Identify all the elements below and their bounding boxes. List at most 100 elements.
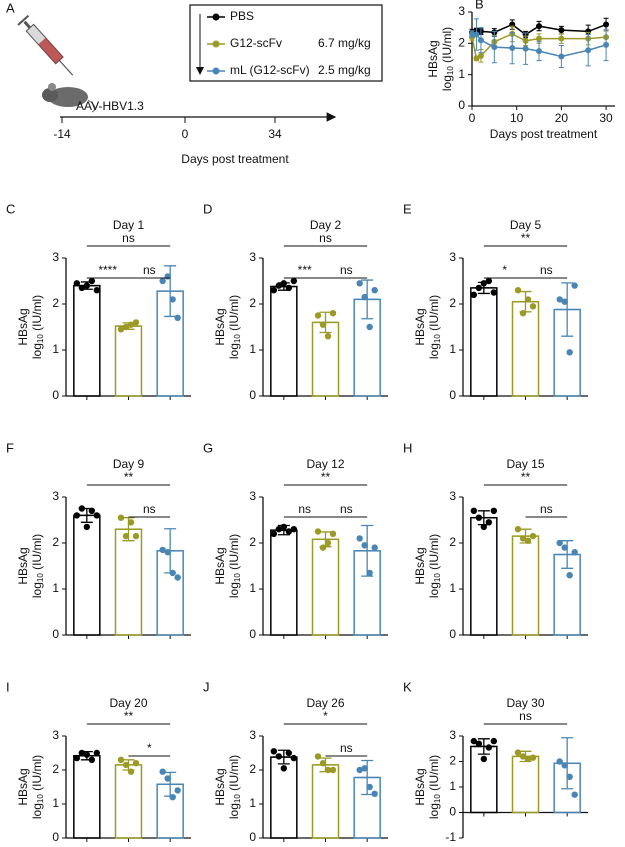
point — [164, 273, 171, 280]
point — [536, 48, 543, 55]
unit-part: (IU/ml) — [440, 27, 454, 66]
unit-part: (IU/ml) — [427, 295, 441, 334]
error-bar — [356, 279, 379, 320]
point — [561, 298, 568, 305]
point — [329, 530, 337, 537]
y-axis-unit: log10 (IU/ml) — [227, 295, 242, 359]
significance-label: *** — [298, 263, 312, 277]
unit-part: (IU/ml) — [427, 534, 441, 573]
y-tick-label: 0 — [52, 830, 59, 844]
point — [93, 512, 101, 519]
y-axis-label: HBsAg — [16, 308, 30, 345]
y-axis-label: HBsAg — [413, 547, 427, 584]
unit-part: log — [30, 803, 44, 819]
point — [366, 569, 373, 577]
point — [469, 30, 475, 37]
point — [280, 280, 288, 287]
point — [529, 303, 537, 310]
panel-label: A — [6, 0, 15, 15]
y-tick-label: 0 — [249, 627, 256, 641]
point — [561, 762, 568, 769]
bar — [270, 285, 298, 397]
point — [270, 530, 278, 537]
y-axis-unit: log10 (IU/ml) — [30, 295, 45, 359]
point — [470, 737, 478, 745]
point — [290, 754, 298, 762]
point — [159, 768, 166, 775]
point — [371, 790, 378, 797]
y-tick-label: 1 — [249, 342, 256, 356]
line — [471, 33, 607, 58]
point — [361, 765, 368, 772]
point — [132, 319, 140, 326]
y-tick-label: 1 — [52, 581, 59, 595]
y-axis-unit: log10 (IU/ml) — [227, 534, 242, 598]
point — [164, 549, 171, 556]
point — [477, 52, 484, 59]
bar — [470, 516, 498, 636]
y-tick-label: 3 — [449, 728, 456, 742]
point — [78, 284, 86, 292]
unit-part: (IU/ml) — [30, 295, 44, 334]
significance-label: ** — [321, 470, 331, 484]
significance-label: ns — [340, 741, 353, 755]
unit-part: log — [227, 803, 241, 819]
construct-label: AAV-HBV1.3 — [76, 99, 144, 113]
unit-part: log — [440, 75, 454, 91]
point — [280, 523, 288, 531]
unit-subscript: 10 — [433, 573, 442, 582]
y-axis-unit: log10 (IU/ml) — [427, 534, 442, 598]
point — [490, 737, 498, 745]
point — [132, 760, 140, 767]
significance-label: ns — [298, 502, 311, 516]
point — [275, 526, 283, 533]
point — [83, 523, 91, 531]
point — [169, 296, 176, 303]
y-tick-label: 1 — [249, 796, 256, 810]
point — [491, 44, 498, 51]
point — [122, 323, 130, 331]
bar — [114, 325, 143, 397]
point — [73, 280, 81, 287]
error-bar — [159, 265, 182, 318]
y-tick-label: 3 — [52, 728, 59, 742]
point — [329, 766, 337, 774]
unit-part: log — [30, 343, 44, 359]
y-tick-label: 0 — [449, 627, 456, 641]
point — [475, 740, 483, 747]
y-tick-label: 0 — [52, 627, 59, 641]
error-bar — [314, 531, 337, 548]
point — [159, 546, 166, 554]
error-bar — [117, 517, 140, 542]
timeline-tick-label: -14 — [53, 127, 71, 141]
point — [566, 773, 573, 780]
x-tick-label: 10 — [510, 111, 524, 125]
point — [83, 751, 91, 758]
y-tick-label: 1 — [458, 67, 465, 81]
point — [117, 756, 125, 763]
point — [270, 748, 278, 755]
point — [290, 526, 298, 533]
y-tick-label: 0 — [458, 98, 465, 112]
chart-title: Day 2 — [310, 218, 342, 232]
timeline-label: Days post treatment — [181, 152, 289, 166]
point — [475, 284, 483, 292]
y-tick-label: 3 — [52, 250, 59, 264]
error-bar — [514, 290, 537, 313]
unit-subscript: 10 — [433, 794, 442, 803]
point — [519, 535, 527, 542]
point — [556, 758, 563, 765]
point — [490, 507, 498, 514]
unit-part: log — [227, 582, 241, 598]
point — [159, 277, 166, 285]
y-axis-label: HBsAg — [413, 768, 427, 805]
point — [324, 539, 332, 547]
point — [470, 291, 478, 298]
point — [319, 544, 327, 551]
timeline-tick-label: 34 — [268, 127, 282, 141]
point — [524, 755, 532, 763]
legend-marker — [212, 67, 220, 75]
point — [93, 749, 101, 757]
point — [88, 507, 96, 514]
point — [514, 526, 522, 533]
